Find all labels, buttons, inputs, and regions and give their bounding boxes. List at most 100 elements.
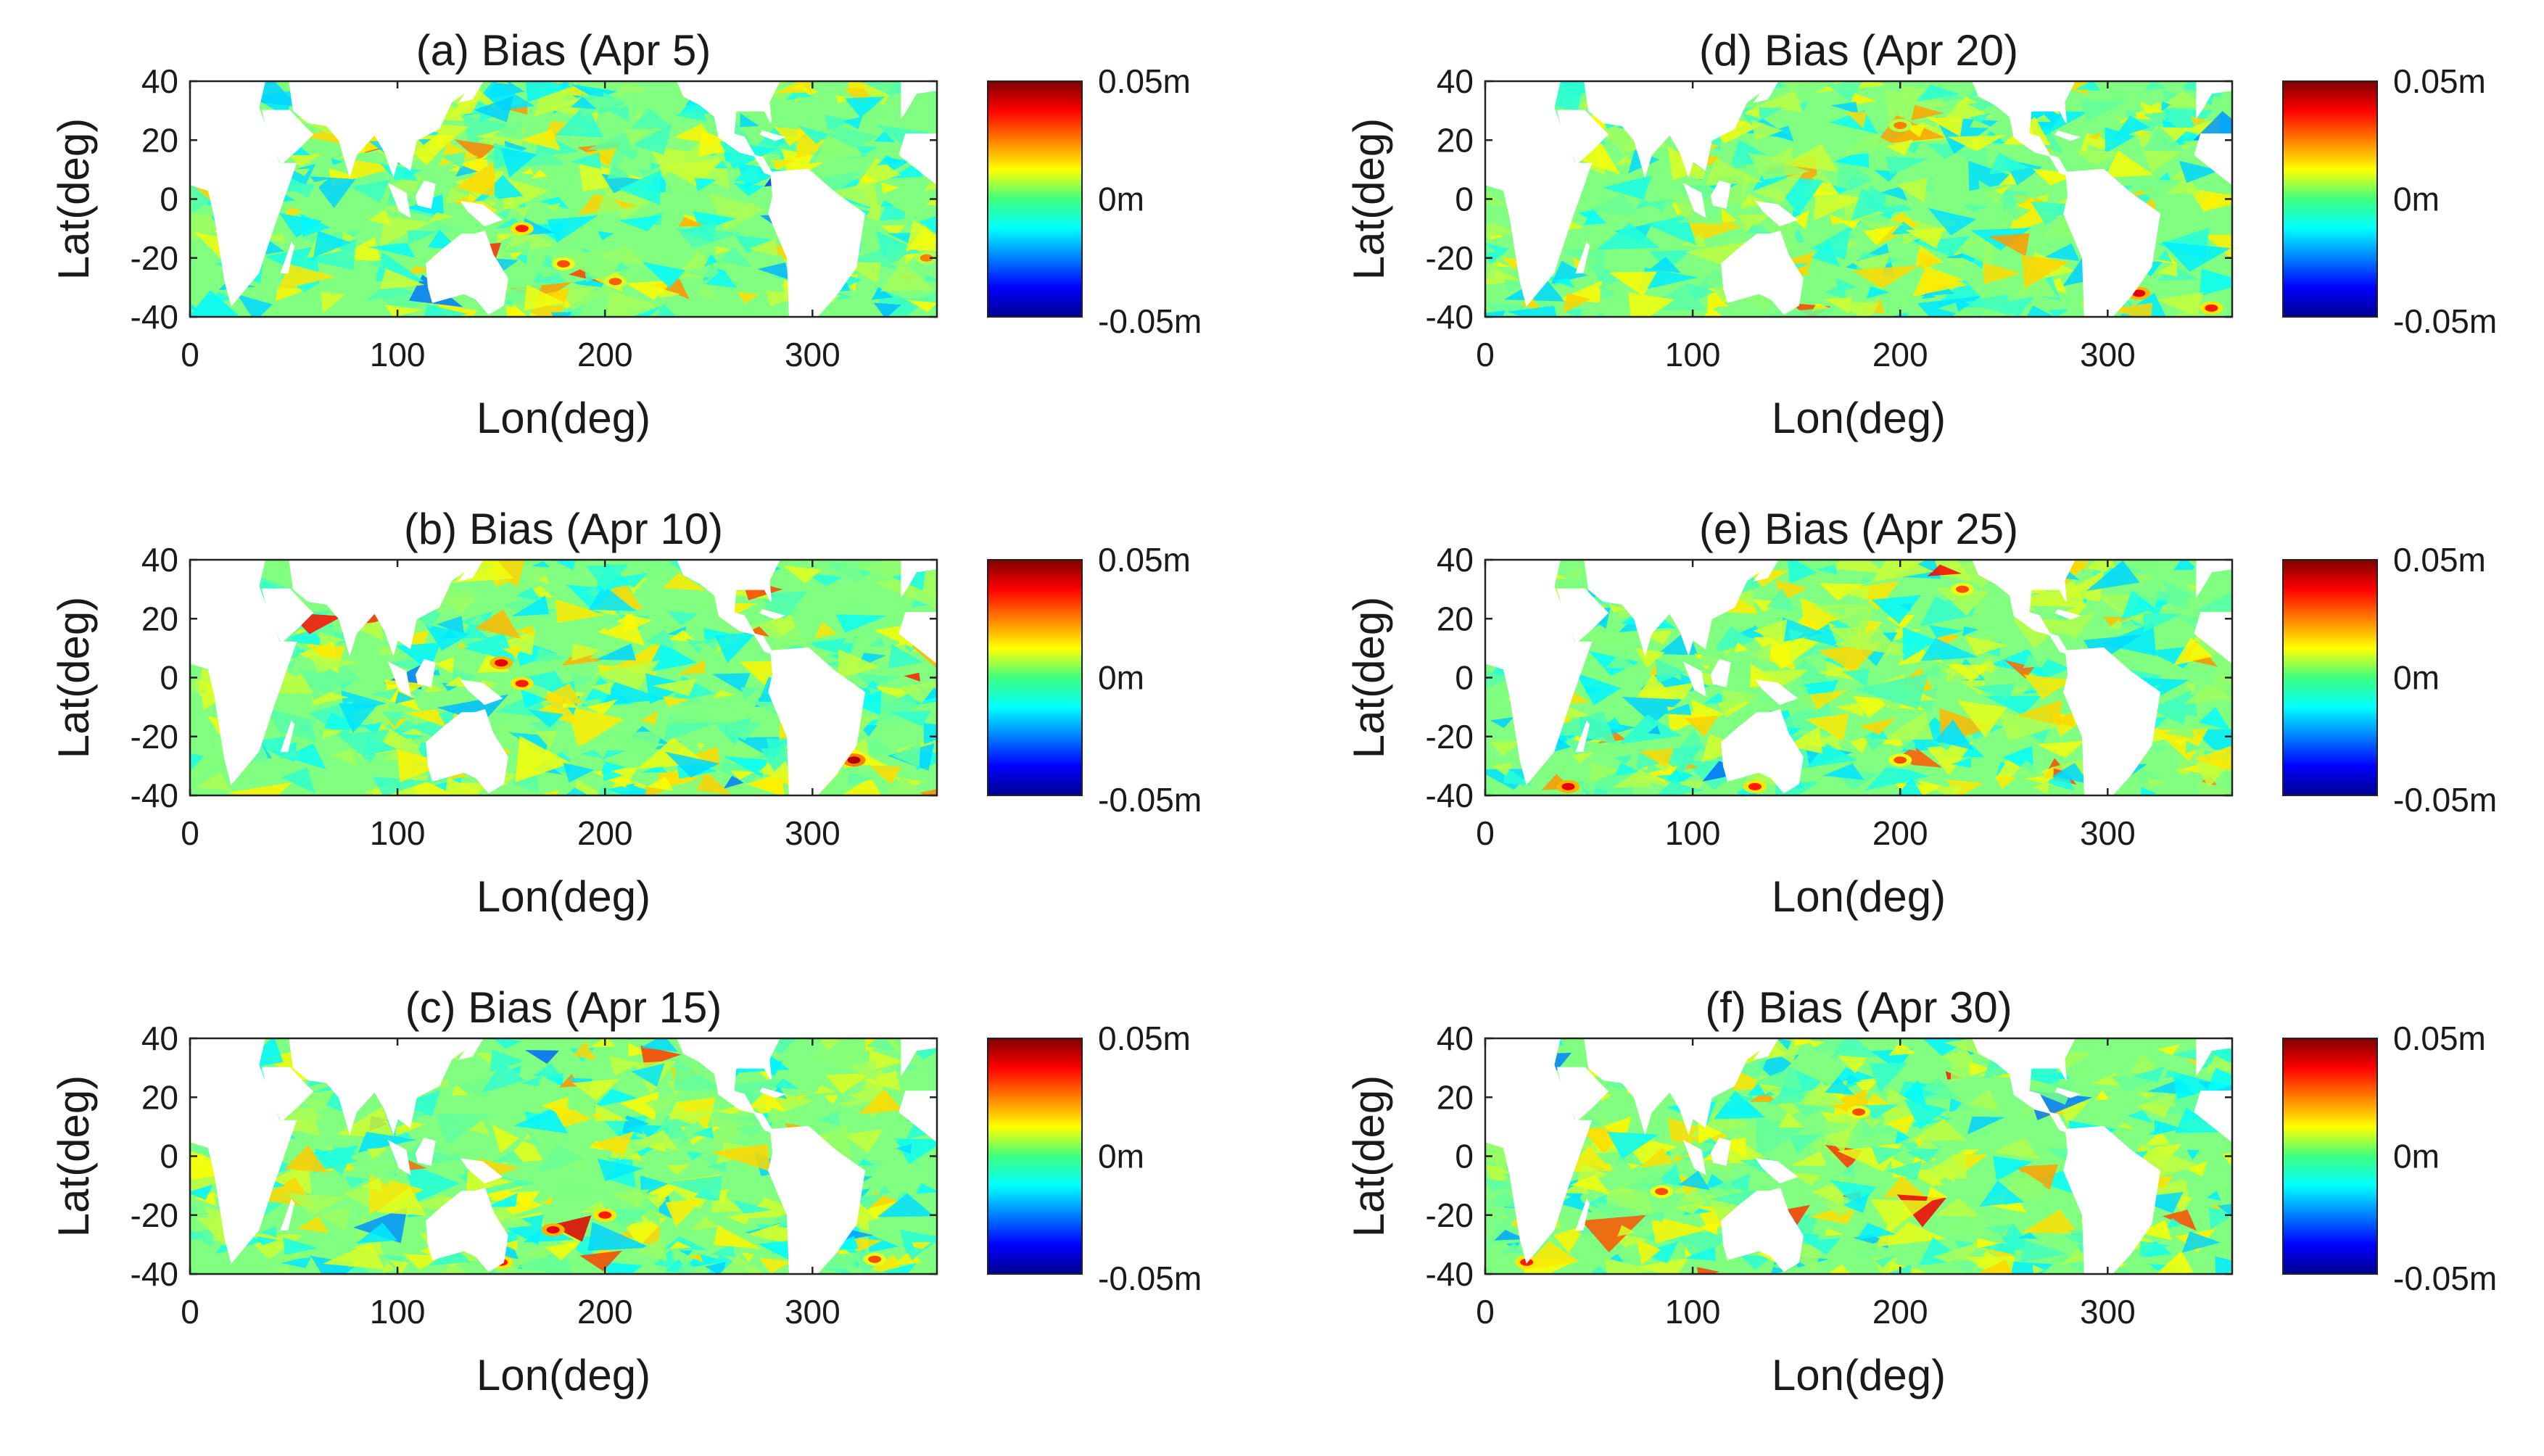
bias-facet xyxy=(547,95,586,117)
colorbar xyxy=(987,1038,1083,1275)
y-tick-label: 0 xyxy=(1455,181,1474,218)
bias-facet xyxy=(619,170,661,205)
bias-facet xyxy=(1835,702,1864,717)
bias-facet xyxy=(587,1222,651,1251)
bias-facet xyxy=(600,731,664,758)
hotspot xyxy=(1852,1108,1865,1116)
bias-facet xyxy=(878,1184,891,1195)
bias-facet xyxy=(881,182,900,194)
bias-facet xyxy=(1693,270,1745,291)
bias-facet xyxy=(381,711,404,728)
bias-facet xyxy=(1788,629,1804,642)
bias-facet xyxy=(1969,1062,1992,1077)
bias-facet xyxy=(321,713,367,734)
bias-facet xyxy=(1822,1120,1856,1136)
bias-facet xyxy=(1699,669,1714,674)
bias-facet xyxy=(2147,745,2168,753)
bias-facet xyxy=(1640,1241,1679,1264)
bias-facet xyxy=(1735,1128,1756,1138)
bias-facet xyxy=(294,255,309,264)
bias-facet xyxy=(1635,648,1665,669)
bias-facet xyxy=(579,1250,622,1271)
bias-facet xyxy=(906,1123,928,1140)
bias-facet xyxy=(1985,695,2042,716)
bias-facet xyxy=(482,193,503,203)
bias-facet xyxy=(1811,1179,1843,1206)
bias-facet xyxy=(371,687,399,700)
land-new-guinea xyxy=(1755,679,1798,706)
bias-facet xyxy=(640,711,658,726)
bias-facet xyxy=(625,613,653,633)
bias-facet xyxy=(877,155,902,166)
bias-facet xyxy=(2173,560,2199,571)
bias-facet xyxy=(2074,149,2124,165)
bias-facet xyxy=(601,173,641,194)
bias-facet xyxy=(313,231,352,258)
bias-facet xyxy=(1979,1180,2025,1207)
bias-facet xyxy=(501,241,532,257)
bias-facet xyxy=(299,669,354,700)
bias-facet xyxy=(310,655,359,673)
bias-facet xyxy=(555,103,604,138)
bias-facet xyxy=(599,185,652,220)
y-axis-label: Lat(deg) xyxy=(49,118,98,280)
bias-facet xyxy=(509,251,524,260)
bias-facet xyxy=(923,182,937,191)
bias-facet xyxy=(521,565,558,585)
bias-facet xyxy=(651,162,661,172)
bias-facet xyxy=(2021,255,2070,289)
bias-facet xyxy=(842,634,864,644)
bias-facet xyxy=(1822,763,1864,780)
x-axis-label: Lon(deg) xyxy=(1772,872,1946,921)
bias-facet xyxy=(1604,1257,1653,1274)
panel-title: (e) Bias (Apr 25) xyxy=(1699,505,2018,553)
bias-facet xyxy=(685,1253,725,1269)
bias-facet xyxy=(2208,1207,2232,1230)
land-madagascar xyxy=(1575,720,1590,753)
bias-facet xyxy=(1554,276,1574,289)
bias-facet xyxy=(1970,119,1994,128)
bias-facet xyxy=(2206,1067,2232,1093)
bias-facet xyxy=(345,158,398,180)
y-axis-label: Lat(deg) xyxy=(1345,1075,1393,1237)
bias-facet xyxy=(797,125,829,145)
bias-facet xyxy=(2023,674,2073,700)
bias-facet xyxy=(880,200,894,207)
bias-facet xyxy=(847,600,872,613)
hotspot xyxy=(1893,121,1907,129)
bias-facet xyxy=(310,1256,358,1274)
hotspot xyxy=(1748,782,1762,790)
bias-facet xyxy=(695,178,717,191)
bias-facet xyxy=(2105,150,2154,178)
bias-facet xyxy=(406,265,432,276)
x-tick-label: 0 xyxy=(1476,1293,1495,1331)
bias-facet xyxy=(284,743,326,769)
bias-facet xyxy=(2060,1248,2087,1265)
bias-facet xyxy=(350,179,390,203)
x-axis-label: Lon(deg) xyxy=(476,1351,651,1399)
bias-facet xyxy=(745,626,769,637)
bias-facet xyxy=(2128,180,2184,202)
bias-facet xyxy=(2157,249,2172,262)
land-arabia xyxy=(261,109,314,165)
bias-facet xyxy=(695,283,718,301)
bias-facet xyxy=(1599,284,1617,299)
land-australia xyxy=(1721,230,1804,315)
bias-facet xyxy=(1704,158,1764,186)
bias-facet xyxy=(2034,194,2049,202)
bias-facet xyxy=(814,1085,838,1094)
bias-facet xyxy=(2015,700,2062,728)
bias-facet xyxy=(545,1241,581,1261)
bias-facet xyxy=(1839,220,1859,231)
bias-facet xyxy=(1485,1215,1519,1235)
bias-facet xyxy=(376,1187,427,1216)
bias-facet xyxy=(1764,307,1835,317)
bias-facet xyxy=(1869,1062,1908,1093)
bias-facet xyxy=(1575,672,1622,706)
panel-5: (f) Bias (Apr 30)0 100 200 30040200-20-40Lo… xyxy=(1345,983,2497,1399)
bias-facet xyxy=(1851,188,1887,221)
bias-facet xyxy=(1838,133,1904,157)
land-japan xyxy=(458,81,484,103)
bias-facet xyxy=(1899,739,1917,751)
